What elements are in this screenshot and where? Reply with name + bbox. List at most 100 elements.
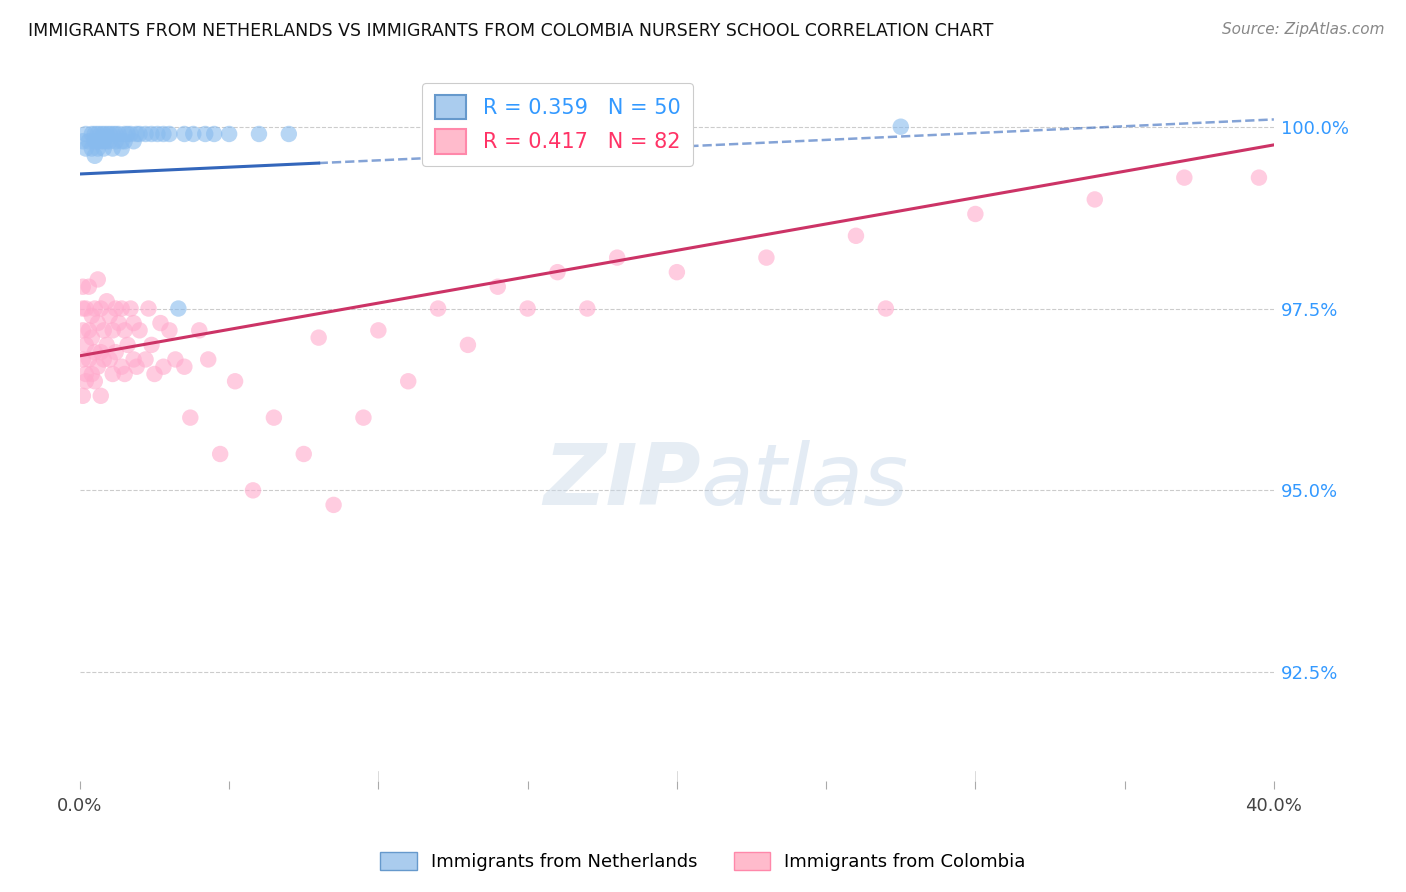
Point: [75, 338, 97, 352]
Point: [167, 301, 190, 316]
Point: [120, 301, 142, 316]
Point: [308, 331, 330, 345]
Point: [457, 338, 479, 352]
Point: [149, 316, 172, 330]
Point: [87, 134, 110, 148]
Point: [152, 359, 174, 374]
Point: [72, 301, 94, 316]
Point: [125, 127, 148, 141]
Point: [122, 316, 145, 330]
Point: [77, 323, 100, 337]
Point: [80, 309, 103, 323]
Point: [98, 134, 121, 148]
Point: [1084, 193, 1107, 207]
Point: [80, 367, 103, 381]
Point: [194, 127, 217, 141]
Point: [875, 301, 897, 316]
Point: [179, 410, 201, 425]
Point: [665, 265, 688, 279]
Point: [263, 410, 285, 425]
Point: [80, 142, 103, 156]
Point: [101, 142, 124, 156]
Point: [117, 338, 139, 352]
Point: [93, 352, 115, 367]
Point: [93, 134, 115, 148]
Point: [197, 352, 219, 367]
Point: [93, 142, 115, 156]
Point: [90, 301, 112, 316]
Point: [141, 127, 163, 141]
Point: [101, 323, 124, 337]
Point: [72, 389, 94, 403]
Point: [224, 374, 246, 388]
Point: [135, 352, 157, 367]
Point: [83, 134, 105, 148]
Point: [104, 134, 127, 148]
Point: [367, 323, 389, 337]
Point: [128, 323, 150, 337]
Point: [755, 251, 778, 265]
Y-axis label: Nursery School: Nursery School: [0, 357, 8, 493]
Point: [101, 127, 124, 141]
Point: [181, 127, 204, 141]
Point: [75, 301, 97, 316]
Point: [77, 352, 100, 367]
Point: [890, 120, 912, 134]
Point: [80, 127, 103, 141]
Text: atlas: atlas: [700, 441, 908, 524]
Point: [83, 374, 105, 388]
Point: [146, 127, 169, 141]
Point: [209, 447, 232, 461]
Point: [87, 142, 110, 156]
Point: [111, 301, 134, 316]
Point: [486, 279, 509, 293]
Point: [96, 338, 118, 352]
Point: [122, 352, 145, 367]
Point: [90, 389, 112, 403]
Point: [152, 127, 174, 141]
Text: IMMIGRANTS FROM NETHERLANDS VS IMMIGRANTS FROM COLOMBIA NURSERY SCHOOL CORRELATI: IMMIGRANTS FROM NETHERLANDS VS IMMIGRANT…: [28, 22, 994, 40]
Point: [427, 301, 450, 316]
Point: [352, 410, 374, 425]
Point: [87, 272, 110, 286]
Point: [111, 134, 134, 148]
Point: [218, 127, 240, 141]
Point: [114, 323, 136, 337]
Point: [75, 367, 97, 381]
Point: [396, 374, 419, 388]
Point: [125, 359, 148, 374]
Point: [83, 345, 105, 359]
Point: [72, 279, 94, 293]
Point: [114, 127, 136, 141]
Point: [322, 498, 344, 512]
Point: [173, 359, 195, 374]
Point: [1247, 170, 1270, 185]
Point: [77, 134, 100, 148]
Point: [96, 134, 118, 148]
Point: [83, 301, 105, 316]
Point: [77, 279, 100, 293]
Point: [93, 323, 115, 337]
Point: [135, 127, 157, 141]
Point: [98, 309, 121, 323]
Point: [83, 127, 105, 141]
Point: [114, 367, 136, 381]
Legend: R = 0.359   N = 50, R = 0.417   N = 82: R = 0.359 N = 50, R = 0.417 N = 82: [422, 82, 693, 166]
Point: [143, 367, 166, 381]
Point: [292, 447, 315, 461]
Point: [247, 127, 270, 141]
Point: [111, 359, 134, 374]
Point: [87, 316, 110, 330]
Point: [165, 352, 187, 367]
Point: [277, 127, 299, 141]
Legend: Immigrants from Netherlands, Immigrants from Colombia: Immigrants from Netherlands, Immigrants …: [373, 845, 1033, 879]
Point: [157, 323, 180, 337]
Point: [87, 359, 110, 374]
Point: [90, 127, 112, 141]
Point: [101, 367, 124, 381]
Point: [104, 345, 127, 359]
Point: [141, 338, 163, 352]
Point: [120, 127, 142, 141]
Text: ZIP: ZIP: [543, 441, 700, 524]
Point: [107, 316, 129, 330]
